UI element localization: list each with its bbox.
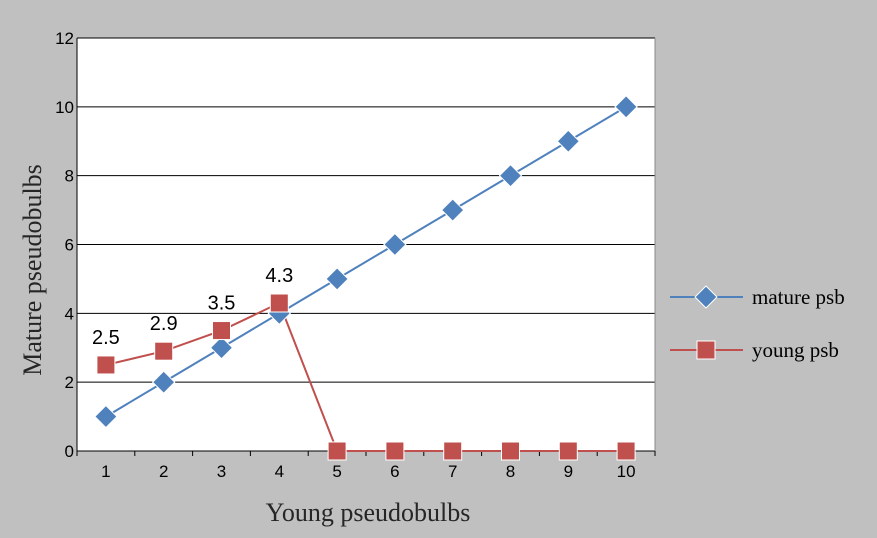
y-tick-label-4: 4 (65, 304, 74, 323)
x-tick-label-7: 7 (448, 462, 457, 481)
legend-marker-mature-psb (694, 285, 718, 309)
data-label-young-psb: 4.3 (265, 265, 293, 287)
data-point-mature-psb (440, 198, 465, 222)
x-axis-title: Young pseudobulbs (266, 498, 471, 527)
data-point-mature-psb (151, 370, 176, 394)
y-axis-ticks: 0 2 4 6 8 10 12 (55, 29, 74, 461)
x-tick-label-9: 9 (564, 462, 573, 481)
x-tick-label-6: 6 (390, 462, 399, 481)
x-axis-ticks: 1 2 3 4 5 6 7 8 9 10 (76, 451, 656, 481)
y-tick-label-8: 8 (65, 167, 74, 186)
data-point-young-psb (269, 293, 289, 313)
grid-lines (76, 37, 656, 452)
data-point-mature-psb (383, 232, 407, 257)
x-tick-label-5: 5 (332, 462, 341, 481)
data-point-young-psb (616, 441, 636, 461)
data-point-young-psb (154, 341, 174, 361)
series-markers (94, 95, 638, 461)
data-label-young-psb: 3.5 (208, 293, 236, 315)
data-point-young-psb (212, 321, 231, 341)
data-label-young-psb: 2.9 (150, 313, 178, 335)
x-tick-label-8: 8 (506, 462, 515, 481)
data-point-mature-psb (614, 95, 638, 119)
data-point-young-psb (327, 441, 347, 461)
x-tick-label-2: 2 (159, 462, 168, 481)
data-point-young-psb (96, 355, 116, 375)
y-tick-label-12: 12 (55, 29, 74, 48)
data-point-mature-psb (498, 163, 523, 188)
x-tick-label-10: 10 (617, 462, 636, 481)
series-line-mature-psb (105, 105, 627, 418)
data-point-young-psb (558, 441, 578, 461)
y-tick-label-6: 6 (65, 236, 74, 255)
x-tick-label-4: 4 (275, 462, 284, 481)
data-point-young-psb (501, 441, 520, 461)
data-point-young-psb (443, 441, 463, 461)
y-tick-label-2: 2 (65, 373, 74, 392)
series-lines (105, 105, 627, 452)
y-tick-label-0: 0 (65, 442, 74, 461)
x-tick-label-1: 1 (101, 462, 110, 481)
legend-marker-young-psb (696, 340, 716, 360)
data-labels: 2.5 2.9 3.5 4.3 (92, 265, 293, 349)
data-label-young-psb: 2.5 (92, 327, 120, 349)
y-axis-title: Mature pseudobulbs (18, 164, 47, 376)
data-point-mature-psb (94, 404, 118, 429)
data-point-mature-psb (209, 336, 234, 360)
y-tick-label-10: 10 (55, 98, 74, 117)
legend-label-mature-psb: mature psb (752, 285, 845, 309)
legend: mature psb young psb (670, 285, 845, 362)
series-line-young-psb (105, 301, 627, 452)
data-point-mature-psb (556, 129, 581, 153)
data-point-mature-psb (325, 267, 349, 291)
x-tick-label-3: 3 (217, 462, 226, 481)
data-point-young-psb (385, 441, 405, 461)
legend-label-young-psb: young psb (752, 338, 839, 362)
